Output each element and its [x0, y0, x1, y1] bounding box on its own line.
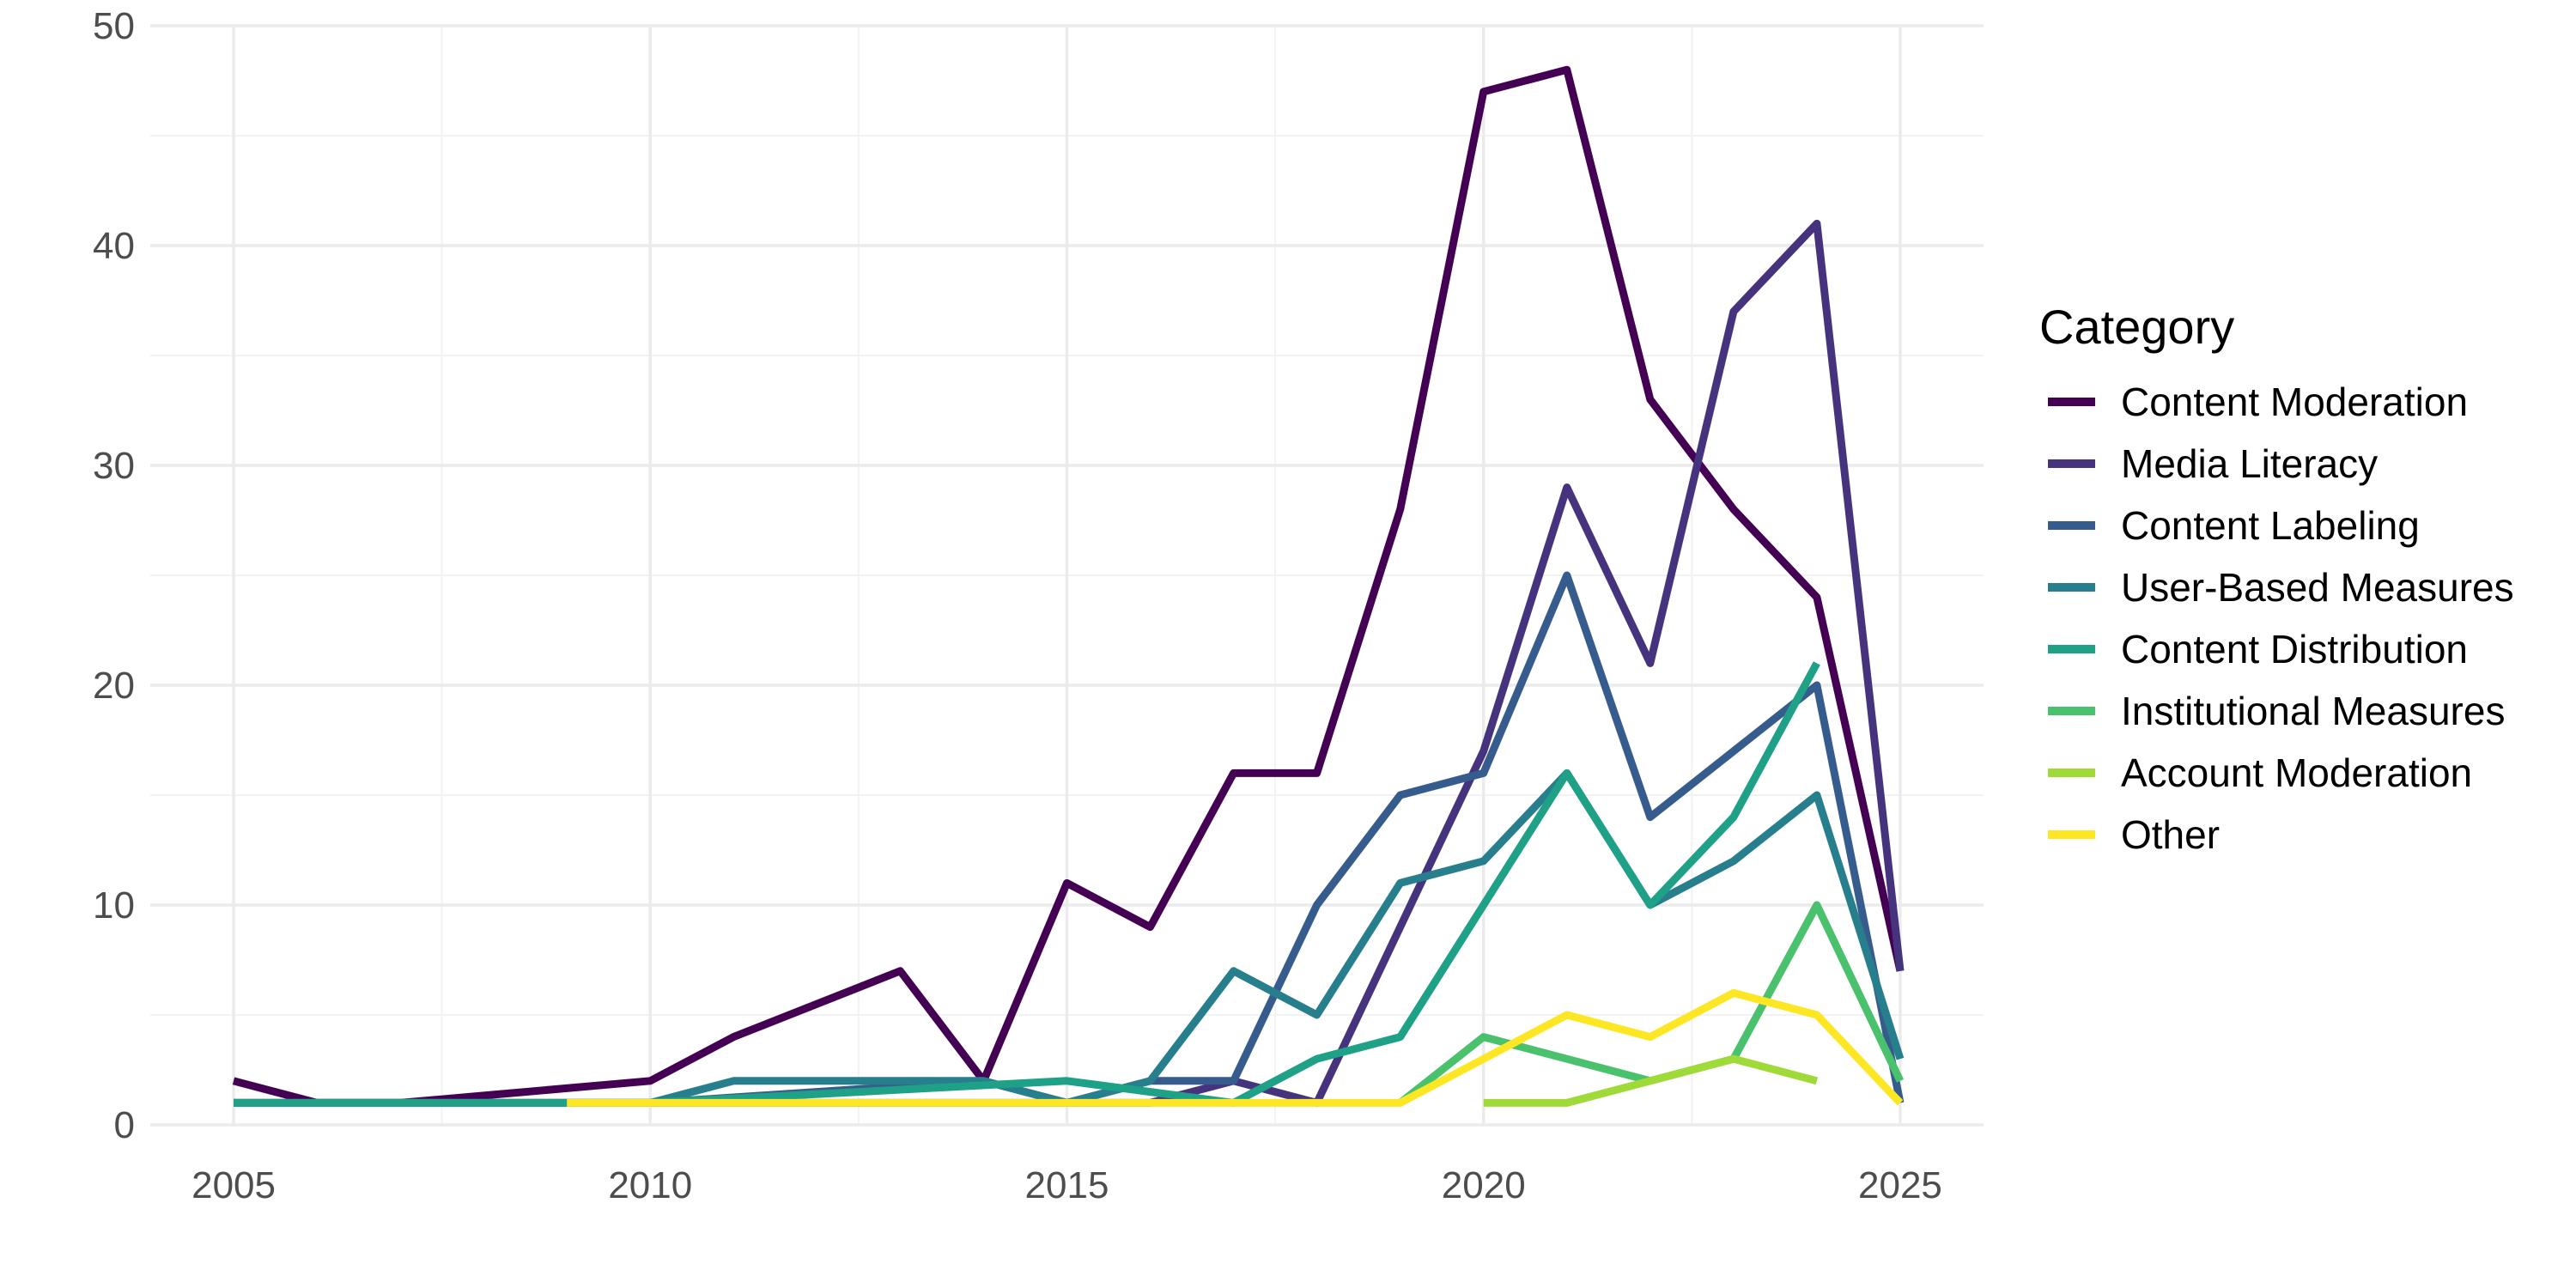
legend-title: Category: [2039, 300, 2234, 354]
x-tick-label: 2010: [608, 1164, 692, 1206]
y-tick-label: 10: [93, 884, 135, 927]
legend-label: Media Literacy: [2121, 441, 2378, 486]
legend-label: User-Based Measures: [2121, 565, 2514, 610]
legend-label: Account Moderation: [2121, 750, 2472, 795]
axis-tick-labels: 2005 2010 2015 2020 2025 0 10 20 30 40 50: [93, 5, 1942, 1206]
y-tick-label: 50: [93, 5, 135, 47]
series-line-content-distribution: [234, 661, 1820, 1107]
legend-label: Content Labeling: [2121, 503, 2420, 548]
legend-label: Other: [2121, 812, 2220, 857]
y-tick-label: 0: [114, 1104, 135, 1146]
series-line-content-moderation: [232, 65, 1905, 1107]
x-tick-label: 2005: [191, 1164, 276, 1206]
series-line-other: [567, 988, 1904, 1107]
legend-label: Content Moderation: [2121, 380, 2468, 424]
x-tick-label: 2025: [1858, 1164, 1942, 1206]
series-line-user-based-measures: [234, 769, 1905, 1107]
y-tick-label: 40: [93, 225, 135, 267]
series-line-account-moderation: [1483, 1054, 1819, 1107]
y-tick-label: 30: [93, 445, 135, 487]
legend-label: Content Distribution: [2121, 627, 2468, 671]
legend: Category Content Moderation Media Literac…: [2039, 300, 2514, 857]
x-tick-label: 2015: [1025, 1164, 1109, 1206]
series-lines: [232, 65, 1905, 1107]
legend-label: Institutional Measures: [2121, 689, 2505, 733]
y-tick-label: 20: [93, 665, 135, 707]
series-line-institutional-measures: [1397, 901, 1905, 1106]
x-tick-label: 2020: [1442, 1164, 1526, 1206]
grid: [150, 24, 1984, 1127]
